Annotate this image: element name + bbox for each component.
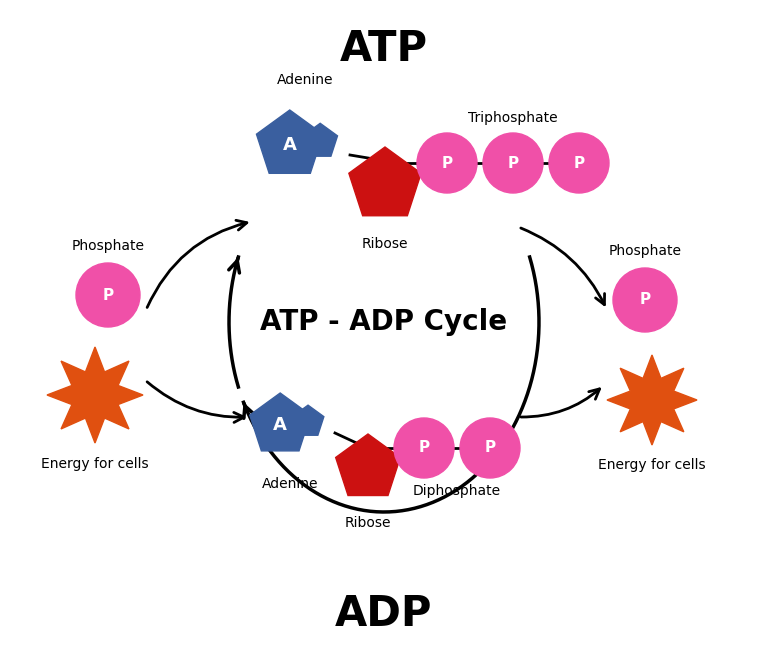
Polygon shape — [336, 434, 400, 495]
Polygon shape — [303, 123, 337, 156]
Text: P: P — [419, 441, 429, 455]
Polygon shape — [47, 347, 143, 443]
Circle shape — [394, 418, 454, 478]
Text: Diphosphate: Diphosphate — [413, 484, 501, 498]
Text: Ribose: Ribose — [362, 237, 409, 251]
Text: ATP - ADP Cycle: ATP - ADP Cycle — [260, 308, 508, 336]
Text: Adenine: Adenine — [276, 73, 333, 87]
Text: ATP: ATP — [340, 28, 428, 70]
Text: Phosphate: Phosphate — [71, 239, 144, 253]
Text: Energy for cells: Energy for cells — [598, 458, 706, 472]
Circle shape — [613, 268, 677, 332]
Text: ADP: ADP — [336, 593, 432, 635]
Text: P: P — [574, 155, 584, 170]
Text: P: P — [485, 441, 495, 455]
Text: A: A — [283, 136, 296, 154]
Circle shape — [76, 263, 140, 327]
Text: Ribose: Ribose — [345, 516, 391, 530]
Text: P: P — [508, 155, 518, 170]
Circle shape — [417, 133, 477, 193]
Text: P: P — [102, 288, 114, 303]
Text: P: P — [640, 292, 650, 308]
Circle shape — [483, 133, 543, 193]
Circle shape — [460, 418, 520, 478]
Text: Triphosphate: Triphosphate — [468, 111, 558, 125]
Polygon shape — [257, 110, 323, 174]
Polygon shape — [250, 393, 310, 451]
Text: Adenine: Adenine — [262, 477, 318, 491]
Text: A: A — [273, 416, 287, 434]
Text: Phosphate: Phosphate — [608, 244, 681, 258]
Polygon shape — [349, 147, 421, 215]
Polygon shape — [607, 355, 697, 445]
Text: P: P — [442, 155, 452, 170]
Circle shape — [549, 133, 609, 193]
Text: Energy for cells: Energy for cells — [41, 457, 149, 471]
Polygon shape — [292, 405, 324, 435]
